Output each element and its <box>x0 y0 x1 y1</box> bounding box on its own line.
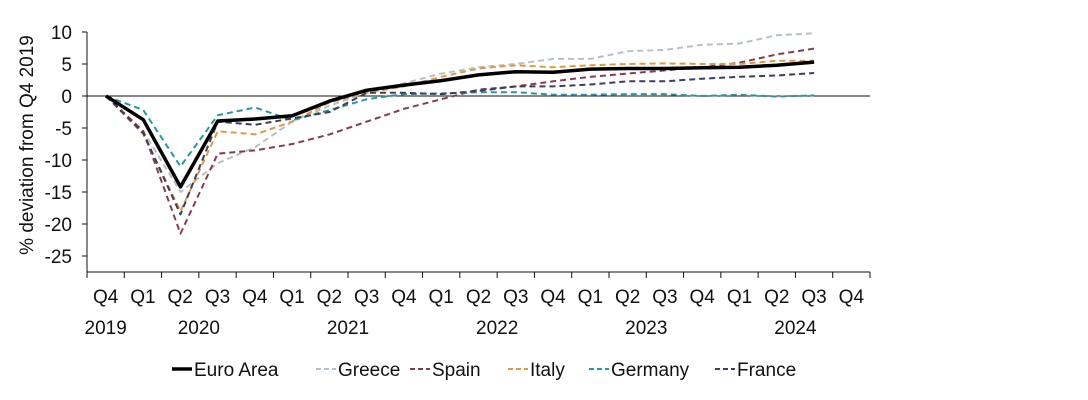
x-tick-label-quarter: Q1 <box>429 287 454 308</box>
series-line-germany <box>105 91 815 168</box>
x-tick-label-quarter: Q1 <box>279 287 304 308</box>
series-line-italy <box>105 59 815 213</box>
y-tick-label: -25 <box>45 247 72 268</box>
x-tick-label-quarter: Q4 <box>690 287 716 308</box>
y-tick-label: 5 <box>61 55 72 76</box>
x-tick-label-quarter: Q1 <box>727 287 752 308</box>
x-tick-label-quarter: Q3 <box>652 287 677 308</box>
y-tick-label: -20 <box>45 215 72 236</box>
series-lines <box>105 32 815 235</box>
legend: Euro Area Greece Spain Italy Germany France <box>172 360 796 381</box>
legend-label-italy: Italy <box>530 360 565 381</box>
x-tick-label-year: 2023 <box>625 318 667 339</box>
x-tick-label-year: 2021 <box>327 318 369 339</box>
y-tick-label: -10 <box>45 151 72 172</box>
x-tick-label-quarter: Q2 <box>317 287 342 308</box>
series-line-euro-area <box>105 60 815 189</box>
axes <box>82 31 871 278</box>
legend-label-germany: Germany <box>611 360 690 381</box>
x-tick-label-quarter: Q3 <box>503 287 528 308</box>
x-tick-label-quarter: Q2 <box>764 287 789 308</box>
x-tick-label-year: 2022 <box>476 318 518 339</box>
x-tick-label-quarter: Q4 <box>242 287 268 308</box>
x-tick-label-quarter: Q4 <box>93 287 119 308</box>
x-tick-label-quarter: Q2 <box>615 287 640 308</box>
x-tick-label-year: 2019 <box>85 318 127 339</box>
series-line-france <box>105 72 815 216</box>
y-tick-label: 10 <box>51 23 72 44</box>
y-axis-title: % deviation from Q4 2019 <box>17 35 38 255</box>
y-tick-label: -5 <box>55 119 72 140</box>
legend-label-euro-area: Euro Area <box>194 360 279 381</box>
x-tick-label-quarter: Q4 <box>839 287 865 308</box>
x-tick-label-year: 2020 <box>178 318 220 339</box>
x-tick-label-quarter: Q3 <box>354 287 379 308</box>
x-tick-labels: Q4 Q1 Q2 Q3 Q4 Q1 Q2 Q3 Q4 Q1 Q2 Q3 Q4 Q1 Q2 Q3 Q4 Q1 Q2 Q3… <box>85 287 865 339</box>
legend-label-greece: Greece <box>338 360 400 381</box>
legend-label-france: France <box>737 360 796 381</box>
x-tick-label-quarter: Q4 <box>391 287 417 308</box>
y-tick-labels: 10 5 0 -5 -10 -15 -20 -25 <box>45 23 72 268</box>
x-tick-label-quarter: Q3 <box>205 287 230 308</box>
x-tick-label-quarter: Q4 <box>540 287 566 308</box>
x-tick-label-quarter: Q3 <box>801 287 826 308</box>
x-tick-label-quarter: Q1 <box>130 287 155 308</box>
x-tick-label-quarter: Q1 <box>578 287 603 308</box>
series-line-greece <box>105 32 815 193</box>
series-line-spain <box>105 47 815 235</box>
y-tick-label: -15 <box>45 183 72 204</box>
y-axis-title-group: % deviation from Q4 2019 <box>17 35 38 255</box>
y-tick-label: 0 <box>61 87 72 108</box>
x-tick-label-quarter: Q2 <box>168 287 193 308</box>
legend-label-spain: Spain <box>432 360 481 381</box>
x-tick-label-quarter: Q2 <box>466 287 491 308</box>
x-tick-label-year: 2024 <box>774 318 817 339</box>
